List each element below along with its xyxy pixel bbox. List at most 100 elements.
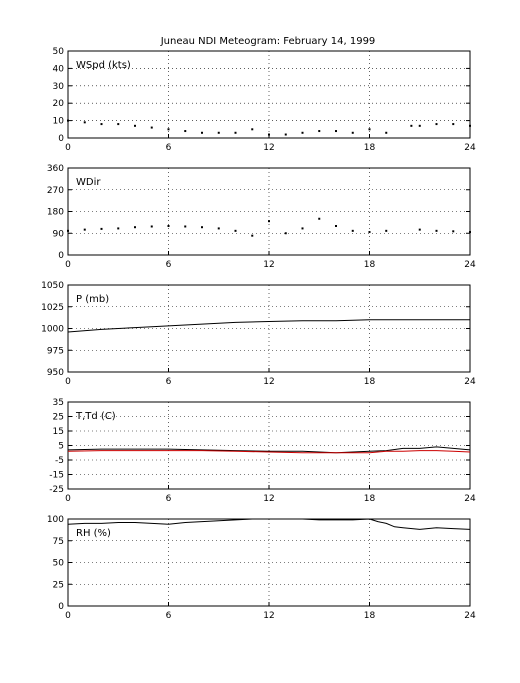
wind-direction-point bbox=[335, 225, 337, 227]
wind-direction-point bbox=[167, 225, 170, 227]
relative-humidity-label: RH (%) bbox=[76, 528, 111, 539]
wind-speed-point bbox=[335, 130, 337, 133]
pressure-xtick-label: 0 bbox=[65, 377, 71, 387]
wind-direction-point bbox=[67, 229, 69, 232]
pressure-xtick-label: 12 bbox=[263, 377, 274, 387]
wind-direction-point bbox=[217, 227, 220, 230]
wind-speed-point bbox=[150, 126, 153, 129]
wind-direction-ytick-label: 180 bbox=[47, 208, 64, 218]
wind-direction-point bbox=[100, 227, 103, 230]
wind-direction-ytick-label: 360 bbox=[47, 164, 64, 174]
wind-speed-point bbox=[100, 123, 103, 126]
pressure-ytick-label: 1025 bbox=[41, 303, 64, 313]
wind-speed-ytick-label: 10 bbox=[53, 117, 65, 127]
pressure-xtick-label: 18 bbox=[364, 377, 376, 387]
relative-humidity-xtick-label: 12 bbox=[263, 611, 274, 621]
wind-speed-xtick-label: 0 bbox=[65, 143, 71, 153]
wind-direction-ytick-label: 90 bbox=[53, 229, 65, 239]
temperature-dewpoint-xtick-label: 24 bbox=[464, 494, 476, 504]
wind-speed-point bbox=[184, 130, 187, 133]
wind-direction-ytick-label: 0 bbox=[58, 251, 64, 261]
pressure-ytick-label: 1000 bbox=[41, 325, 64, 335]
wind-speed-point bbox=[301, 131, 304, 134]
wind-direction-point bbox=[452, 230, 455, 233]
wind-speed-point bbox=[268, 133, 270, 136]
pressure-ytick-label: 950 bbox=[47, 368, 64, 378]
temperature-dewpoint-panel: 0 6 12 18 24 -25 -15 -5 5 15 25 35 T,Td (C) bbox=[49, 398, 476, 504]
temperature-dewpoint-series-line-1 bbox=[67, 450, 471, 454]
wind-direction-point bbox=[251, 234, 254, 237]
temperature-dewpoint-ytick-label: -15 bbox=[49, 471, 64, 481]
wind-speed-ytick-label: 30 bbox=[53, 82, 65, 92]
wind-speed-point bbox=[67, 119, 69, 122]
wind-direction-point bbox=[418, 228, 421, 231]
pressure-ytick-label: 975 bbox=[47, 346, 64, 356]
wind-speed-point bbox=[385, 131, 388, 134]
wind-speed-ytick-label: 40 bbox=[53, 64, 65, 74]
relative-humidity-ytick-label: 75 bbox=[53, 537, 64, 547]
wind-direction-point bbox=[184, 225, 187, 228]
temperature-dewpoint-ytick-label: 25 bbox=[53, 413, 64, 423]
relative-humidity-panel: 0 6 12 18 24 0 25 50 75 100 RH (%) bbox=[47, 515, 476, 621]
wind-speed-ytick-label: 0 bbox=[58, 134, 64, 144]
wind-speed-point bbox=[351, 131, 354, 134]
wind-speed-point bbox=[410, 124, 413, 127]
wind-direction-ytick-label: 270 bbox=[47, 186, 64, 196]
wind-direction-panel: 0 6 12 18 24 0 90 180 270 360 WDir bbox=[47, 164, 476, 270]
temperature-dewpoint-ytick-label: 15 bbox=[53, 427, 64, 437]
temperature-dewpoint-xtick-label: 18 bbox=[364, 494, 376, 504]
wind-direction-point bbox=[435, 229, 438, 232]
wind-speed-xtick-label: 12 bbox=[263, 143, 274, 153]
wind-speed-point bbox=[251, 128, 254, 131]
relative-humidity-ytick-label: 100 bbox=[47, 515, 64, 525]
wind-speed-xtick-label: 24 bbox=[464, 143, 476, 153]
pressure-panel: 0 6 12 18 24 950 975 1000 1025 1050 P (mb) bbox=[41, 281, 476, 387]
wind-direction-xtick-label: 18 bbox=[364, 260, 376, 270]
relative-humidity-xtick-label: 18 bbox=[364, 611, 376, 621]
temperature-dewpoint-xtick-label: 6 bbox=[166, 494, 172, 504]
relative-humidity-ytick-label: 50 bbox=[53, 559, 65, 569]
pressure-series-line-0 bbox=[67, 319, 470, 333]
temperature-dewpoint-ytick-label: -5 bbox=[55, 456, 64, 466]
wind-direction-point bbox=[385, 229, 388, 232]
wind-speed-xtick-label: 18 bbox=[364, 143, 376, 153]
pressure-label: P (mb) bbox=[76, 294, 109, 305]
wind-direction-xtick-label: 6 bbox=[166, 260, 172, 270]
wind-direction-point bbox=[318, 217, 321, 220]
relative-humidity-ytick-label: 0 bbox=[58, 602, 64, 612]
temperature-dewpoint-ytick-label: -25 bbox=[49, 485, 64, 495]
wind-speed-point bbox=[435, 123, 438, 126]
wind-direction-point bbox=[83, 228, 86, 231]
wind-speed-point bbox=[469, 124, 471, 127]
wind-speed-point bbox=[167, 128, 170, 131]
pressure-xtick-label: 6 bbox=[166, 377, 172, 387]
relative-humidity-xtick-label: 0 bbox=[65, 611, 71, 621]
temperature-dewpoint-xtick-label: 0 bbox=[65, 494, 71, 504]
wind-speed-xtick-label: 6 bbox=[166, 143, 172, 153]
wind-direction-xtick-label: 12 bbox=[263, 260, 274, 270]
wind-speed-point bbox=[418, 124, 421, 127]
wind-direction-point bbox=[150, 225, 153, 228]
wind-direction-point bbox=[134, 226, 136, 229]
wind-speed-point bbox=[318, 130, 321, 133]
wind-direction-point bbox=[268, 220, 270, 223]
wind-direction-point bbox=[301, 227, 304, 230]
wind-speed-point bbox=[117, 123, 120, 126]
wind-direction-point bbox=[351, 229, 354, 232]
wind-direction-point bbox=[201, 226, 203, 229]
wind-speed-point bbox=[234, 131, 237, 134]
relative-humidity-series-line-0 bbox=[67, 518, 471, 530]
wind-speed-label: WSpd (kts) bbox=[76, 60, 131, 71]
wind-direction-point bbox=[234, 229, 237, 232]
wind-speed-ytick-label: 20 bbox=[53, 99, 65, 109]
wind-direction-point bbox=[284, 232, 287, 235]
wind-direction-label: WDir bbox=[76, 177, 101, 188]
wind-speed-point bbox=[83, 121, 86, 124]
chart-title: Juneau NDI Meteogram: February 14, 1999 bbox=[160, 36, 376, 47]
wind-direction-point bbox=[368, 231, 371, 234]
wind-speed-panel: 0 6 12 18 24 0 10 20 30 40 50 WSpd (kts) bbox=[53, 47, 476, 153]
temperature-dewpoint-ytick-label: 35 bbox=[53, 398, 64, 408]
wind-speed-point bbox=[452, 123, 455, 126]
temperature-dewpoint-ytick-label: 5 bbox=[58, 442, 64, 452]
wind-direction-xtick-label: 24 bbox=[464, 260, 476, 270]
